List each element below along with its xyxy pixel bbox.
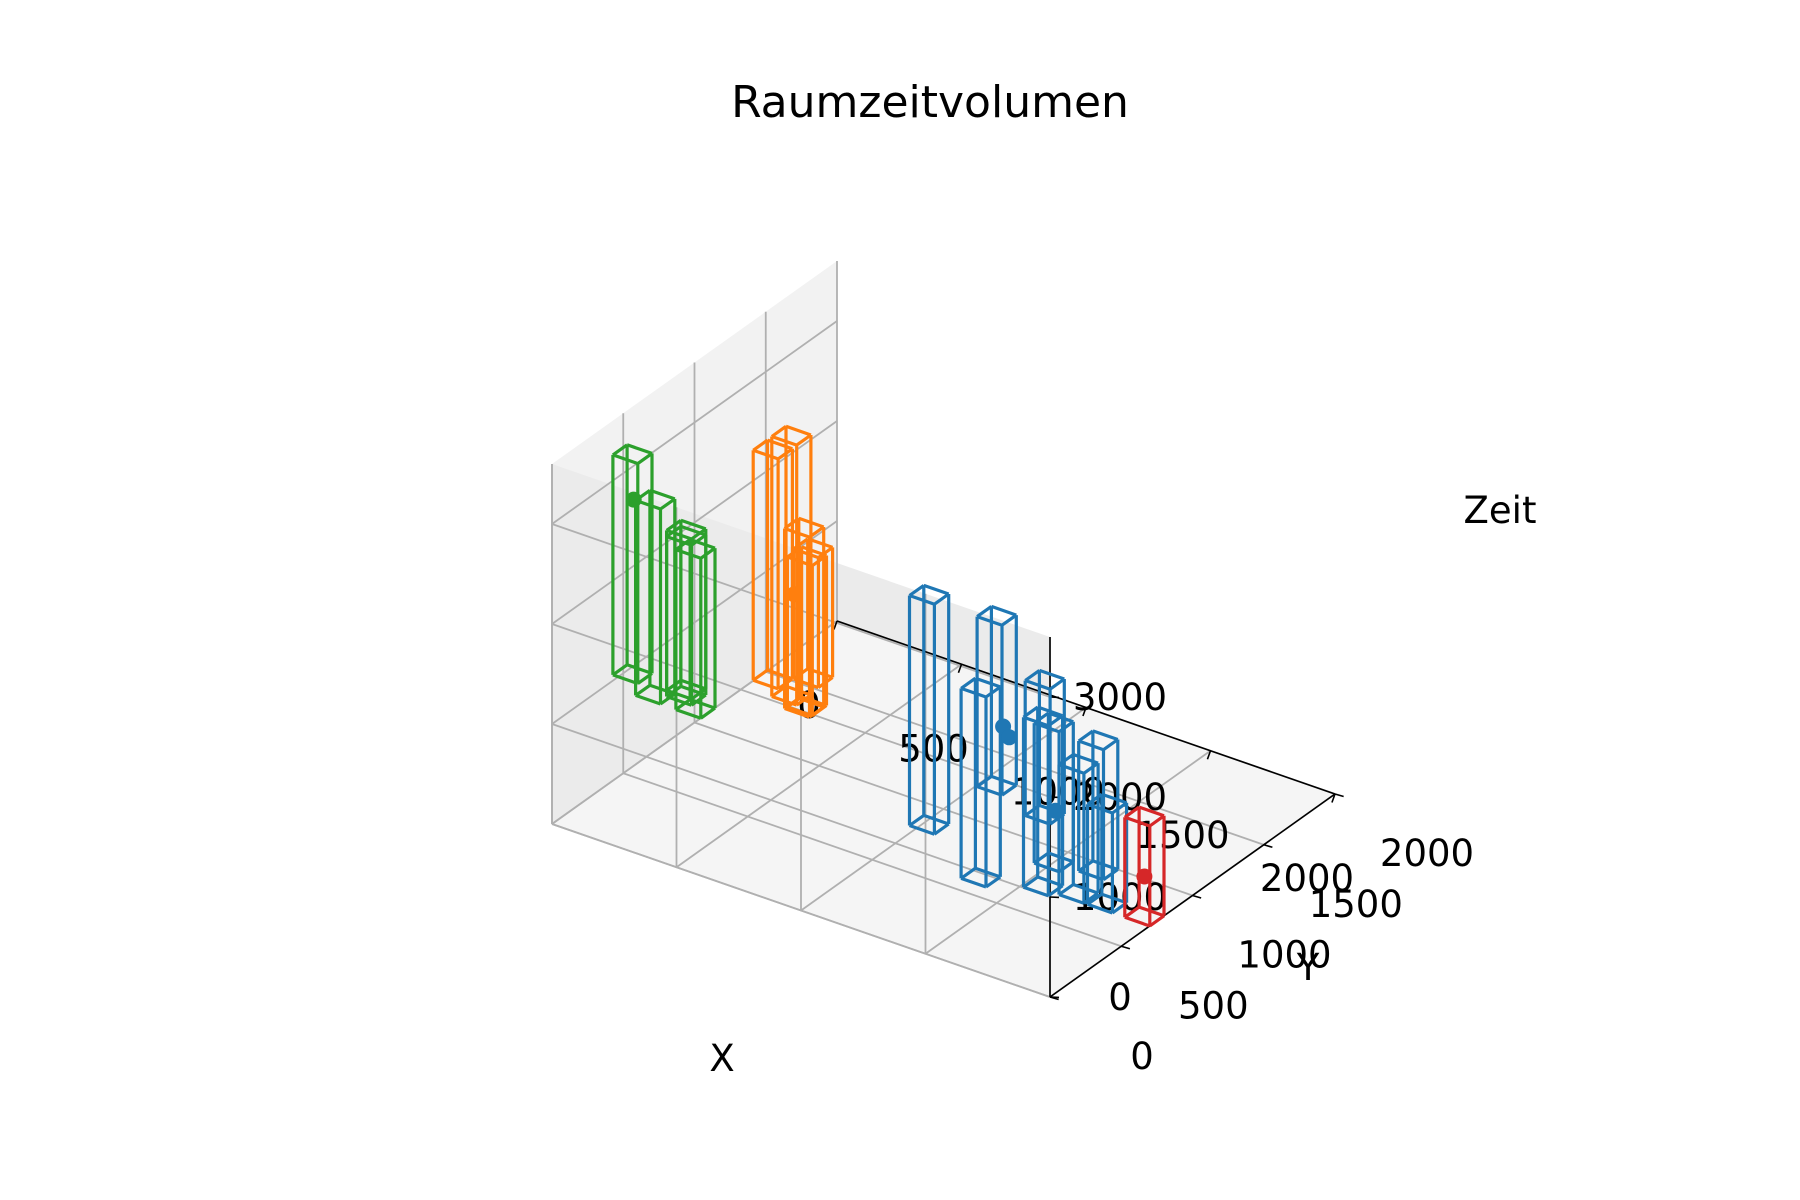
- wall-grid-line-z: [551, 620, 838, 825]
- y-tick-label: 500: [1178, 984, 1249, 1027]
- space-time-box: [665, 524, 708, 707]
- wall-grid-line-z: [551, 320, 838, 525]
- space-time-box: [1032, 711, 1075, 874]
- y-tick: [1334, 793, 1344, 798]
- space-time-box: [1085, 792, 1129, 915]
- y-axis-label: Y: [1296, 946, 1320, 989]
- data-point: [786, 586, 803, 603]
- data-point: [1001, 729, 1018, 746]
- y-tick-label: 2000: [1380, 832, 1474, 875]
- y-tick: [1192, 894, 1202, 899]
- z-axis-label: Zeit: [1464, 489, 1537, 532]
- x-tick: [833, 620, 838, 630]
- x-tick: [957, 663, 963, 673]
- data-point: [1136, 868, 1153, 885]
- space-time-boxes: [611, 424, 1166, 928]
- y-tick-label: 1500: [1309, 883, 1403, 926]
- y-tick-label: 1000: [1237, 934, 1331, 977]
- z-tick-label: 3000: [1073, 676, 1167, 719]
- y-tick: [1121, 945, 1131, 950]
- space-time-box: [674, 537, 717, 720]
- x-tick: [1206, 750, 1212, 760]
- y-tick: [1263, 843, 1273, 849]
- axis-panes: [552, 261, 1335, 997]
- x-tick: [1331, 793, 1336, 803]
- data-point: [1047, 802, 1064, 819]
- space-time-box: [975, 604, 1018, 797]
- wall-grid-line-z: [551, 823, 1051, 998]
- space-time-box: [791, 537, 835, 690]
- x-tick-label: 2000: [1260, 857, 1354, 900]
- wall-grid-line-z: [551, 723, 1051, 898]
- floor-grid-line-y: [622, 772, 1122, 948]
- space-time-box: [611, 443, 654, 686]
- chart-title: Raumzeitvolumen: [731, 77, 1129, 128]
- x-axis-label: X: [709, 1037, 734, 1080]
- wall-grid-line-z: [551, 420, 838, 625]
- space-time-box: [1077, 729, 1120, 882]
- space-time-box: [907, 583, 951, 836]
- space-time-box: [959, 676, 1002, 889]
- data-point: [625, 491, 642, 508]
- x-tick: [1082, 707, 1087, 717]
- y-tick-label: 0: [1130, 1035, 1154, 1078]
- z-tick-label: 0: [1108, 976, 1132, 1019]
